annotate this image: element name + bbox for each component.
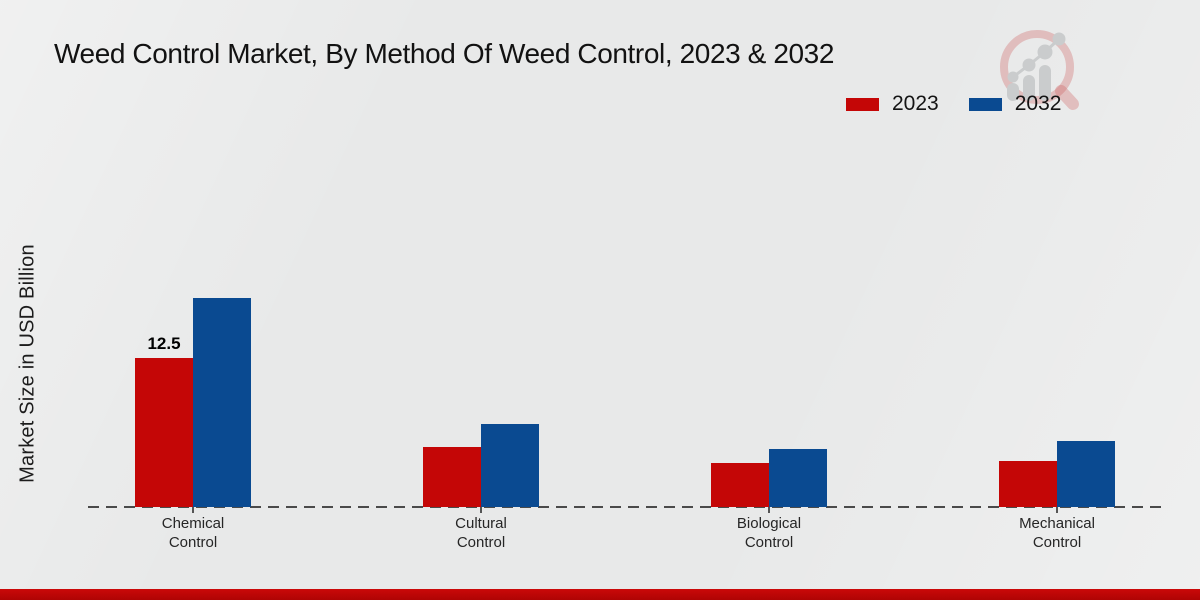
bar-value-label: 12.5	[147, 334, 181, 353]
bar-2023-cultural-control	[423, 447, 481, 507]
x-category-label: Mechanical Control	[1019, 515, 1095, 551]
bar-2023-mechanical-control	[999, 461, 1057, 507]
x-axis-tick	[192, 507, 194, 513]
bar-2023-biological-control	[711, 463, 769, 507]
bar-2032-cultural-control	[481, 424, 539, 507]
legend-item-2023: 2023	[846, 92, 939, 116]
x-axis-tick	[480, 507, 482, 513]
legend-swatch-2023	[846, 97, 879, 111]
x-axis-baseline	[88, 506, 1163, 508]
x-category-label: Biological Control	[736, 515, 802, 551]
x-category-label: Cultural Control	[455, 515, 507, 551]
legend-swatch-2032	[968, 97, 1002, 111]
bottom-accent-band	[0, 589, 1200, 600]
bar-2023-chemical-control	[135, 358, 193, 507]
chart-title: Weed Control Market, By Method Of Weed C…	[54, 38, 835, 69]
legend: 2023 2032	[846, 92, 1061, 116]
legend-label-2032: 2032	[1014, 92, 1062, 115]
legend-label-2023: 2023	[892, 92, 939, 115]
x-axis-tick	[1056, 507, 1058, 513]
legend-item-2032: 2032	[968, 92, 1062, 116]
bar-2032-mechanical-control	[1057, 441, 1115, 507]
x-category-label: Chemical Control	[161, 515, 225, 551]
x-axis-tick	[768, 507, 770, 513]
bar-2032-biological-control	[769, 449, 827, 507]
bar-2032-chemical-control	[193, 298, 251, 507]
magnifier-bar-chart-logo-icon	[1000, 30, 1079, 110]
